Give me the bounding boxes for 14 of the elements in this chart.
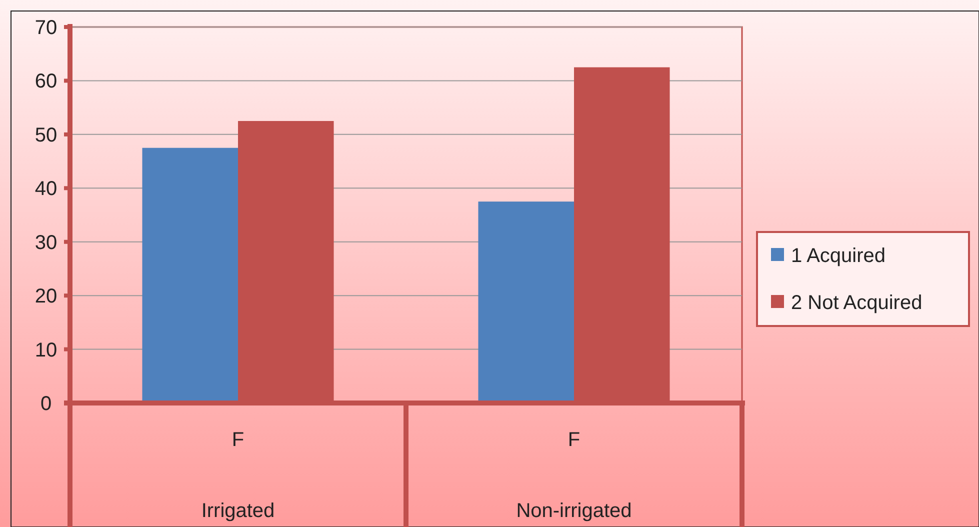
y-tick-label: 40 (34, 178, 58, 200)
y-tick-label: 20 (34, 286, 58, 308)
y-tick-label: 70 (34, 17, 58, 39)
y-tick-label: 0 (40, 393, 52, 415)
legend-label: 2 Not Acquired (791, 292, 922, 314)
y-tick-label: 50 (34, 124, 58, 146)
text: F (568, 429, 580, 451)
y-tick-label: 30 (34, 232, 58, 254)
legend-label: 1 Acquired (791, 245, 886, 267)
y-tick-label: 10 (34, 339, 58, 362)
x-tick-label: Non-irrigated (516, 500, 632, 522)
text: F (232, 429, 244, 451)
x-tick-label: Irrigated (201, 500, 275, 522)
y-tick-label: 60 (34, 70, 58, 93)
